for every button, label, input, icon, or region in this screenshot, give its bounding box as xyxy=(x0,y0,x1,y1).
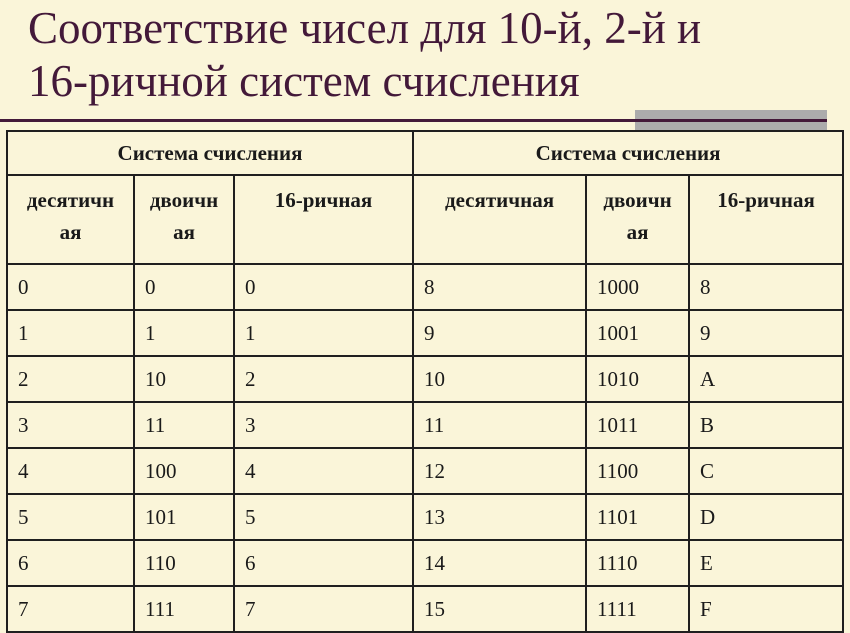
column-header-hex-right: 16-ричная xyxy=(688,174,845,265)
table-cell: 12 xyxy=(412,447,588,495)
column-header-binary-left: двоичн ая xyxy=(133,174,235,265)
table-row: 2 10 2 10 1010 A xyxy=(6,355,845,403)
table-cell: 6 xyxy=(232,539,415,587)
table-cell: 1000 xyxy=(585,263,691,311)
table-cell: 3 xyxy=(232,401,415,449)
table-cell: B xyxy=(688,401,845,449)
table-cell: 0 xyxy=(232,263,415,311)
table-row: 7 111 7 15 1111 F xyxy=(6,585,845,633)
column-header-row: десятичн ая двоичн ая 16-ричная десятичн… xyxy=(6,174,845,265)
table-cell: 1100 xyxy=(585,447,691,495)
group-header-left: Система счисления xyxy=(5,130,415,176)
title-underline xyxy=(0,119,827,122)
table-cell: 5 xyxy=(232,493,415,541)
title-line-1: Соответствие чисел для 10-й, 2-й и xyxy=(28,3,702,53)
table-cell: 11 xyxy=(412,401,588,449)
table-cell: 1 xyxy=(133,309,235,357)
table-cell: 4 xyxy=(6,447,135,495)
table-cell: 8 xyxy=(688,263,845,311)
table-cell: 2 xyxy=(6,355,135,403)
table-row: 3 11 3 11 1011 B xyxy=(6,401,845,449)
number-systems-table: Система счисления Система счисления деся… xyxy=(5,130,845,633)
table-cell: 9 xyxy=(412,309,588,357)
table-cell: 1110 xyxy=(585,539,691,587)
column-header-decimal-right: десятичная xyxy=(412,174,588,265)
table-cell: 1001 xyxy=(585,309,691,357)
column-header-decimal-left: десятичн ая xyxy=(6,174,135,265)
column-header-binary-right: двоичн ая xyxy=(585,174,691,265)
table-cell: 0 xyxy=(6,263,135,311)
group-header-row: Система счисления Система счисления xyxy=(5,130,845,176)
table-cell: A xyxy=(688,355,845,403)
table-cell: 7 xyxy=(6,585,135,633)
table-cell: 7 xyxy=(232,585,415,633)
table-row: 0 0 0 8 1000 8 xyxy=(6,263,845,311)
table-cell: 101 xyxy=(133,493,235,541)
group-header-right: Система счисления xyxy=(412,130,845,176)
table-cell: 1010 xyxy=(585,355,691,403)
table-cell: 10 xyxy=(133,355,235,403)
title-line-2: 16-ричной систем счисления xyxy=(28,56,580,106)
table-cell: 0 xyxy=(133,263,235,311)
table-cell: 15 xyxy=(412,585,588,633)
table-cell: 11 xyxy=(133,401,235,449)
table-cell: 8 xyxy=(412,263,588,311)
table-row: 6 110 6 14 1110 E xyxy=(6,539,845,587)
table-cell: 14 xyxy=(412,539,588,587)
column-header-hex-left: 16-ричная xyxy=(232,174,415,265)
table-cell: C xyxy=(688,447,845,495)
table-cell: 9 xyxy=(688,309,845,357)
page-title: Соответствие чисел для 10-й, 2-й и 16-рич… xyxy=(28,2,701,108)
table-cell: 3 xyxy=(6,401,135,449)
table-cell: 110 xyxy=(133,539,235,587)
table-cell: 100 xyxy=(133,447,235,495)
table-cell: 1101 xyxy=(585,493,691,541)
table-row: 4 100 4 12 1100 C xyxy=(6,447,845,495)
table-cell: 5 xyxy=(6,493,135,541)
table-cell: D xyxy=(688,493,845,541)
table-cell: 10 xyxy=(412,355,588,403)
table-cell: 1011 xyxy=(585,401,691,449)
table-row: 1 1 1 9 1001 9 xyxy=(6,309,845,357)
table-cell: 111 xyxy=(133,585,235,633)
table-cell: 2 xyxy=(232,355,415,403)
table-cell: E xyxy=(688,539,845,587)
table-row: 5 101 5 13 1101 D xyxy=(6,493,845,541)
table-cell: 1111 xyxy=(585,585,691,633)
table-cell: F xyxy=(688,585,845,633)
table-cell: 4 xyxy=(232,447,415,495)
table-cell: 13 xyxy=(412,493,588,541)
table-cell: 1 xyxy=(232,309,415,357)
table-cell: 6 xyxy=(6,539,135,587)
table-cell: 1 xyxy=(6,309,135,357)
